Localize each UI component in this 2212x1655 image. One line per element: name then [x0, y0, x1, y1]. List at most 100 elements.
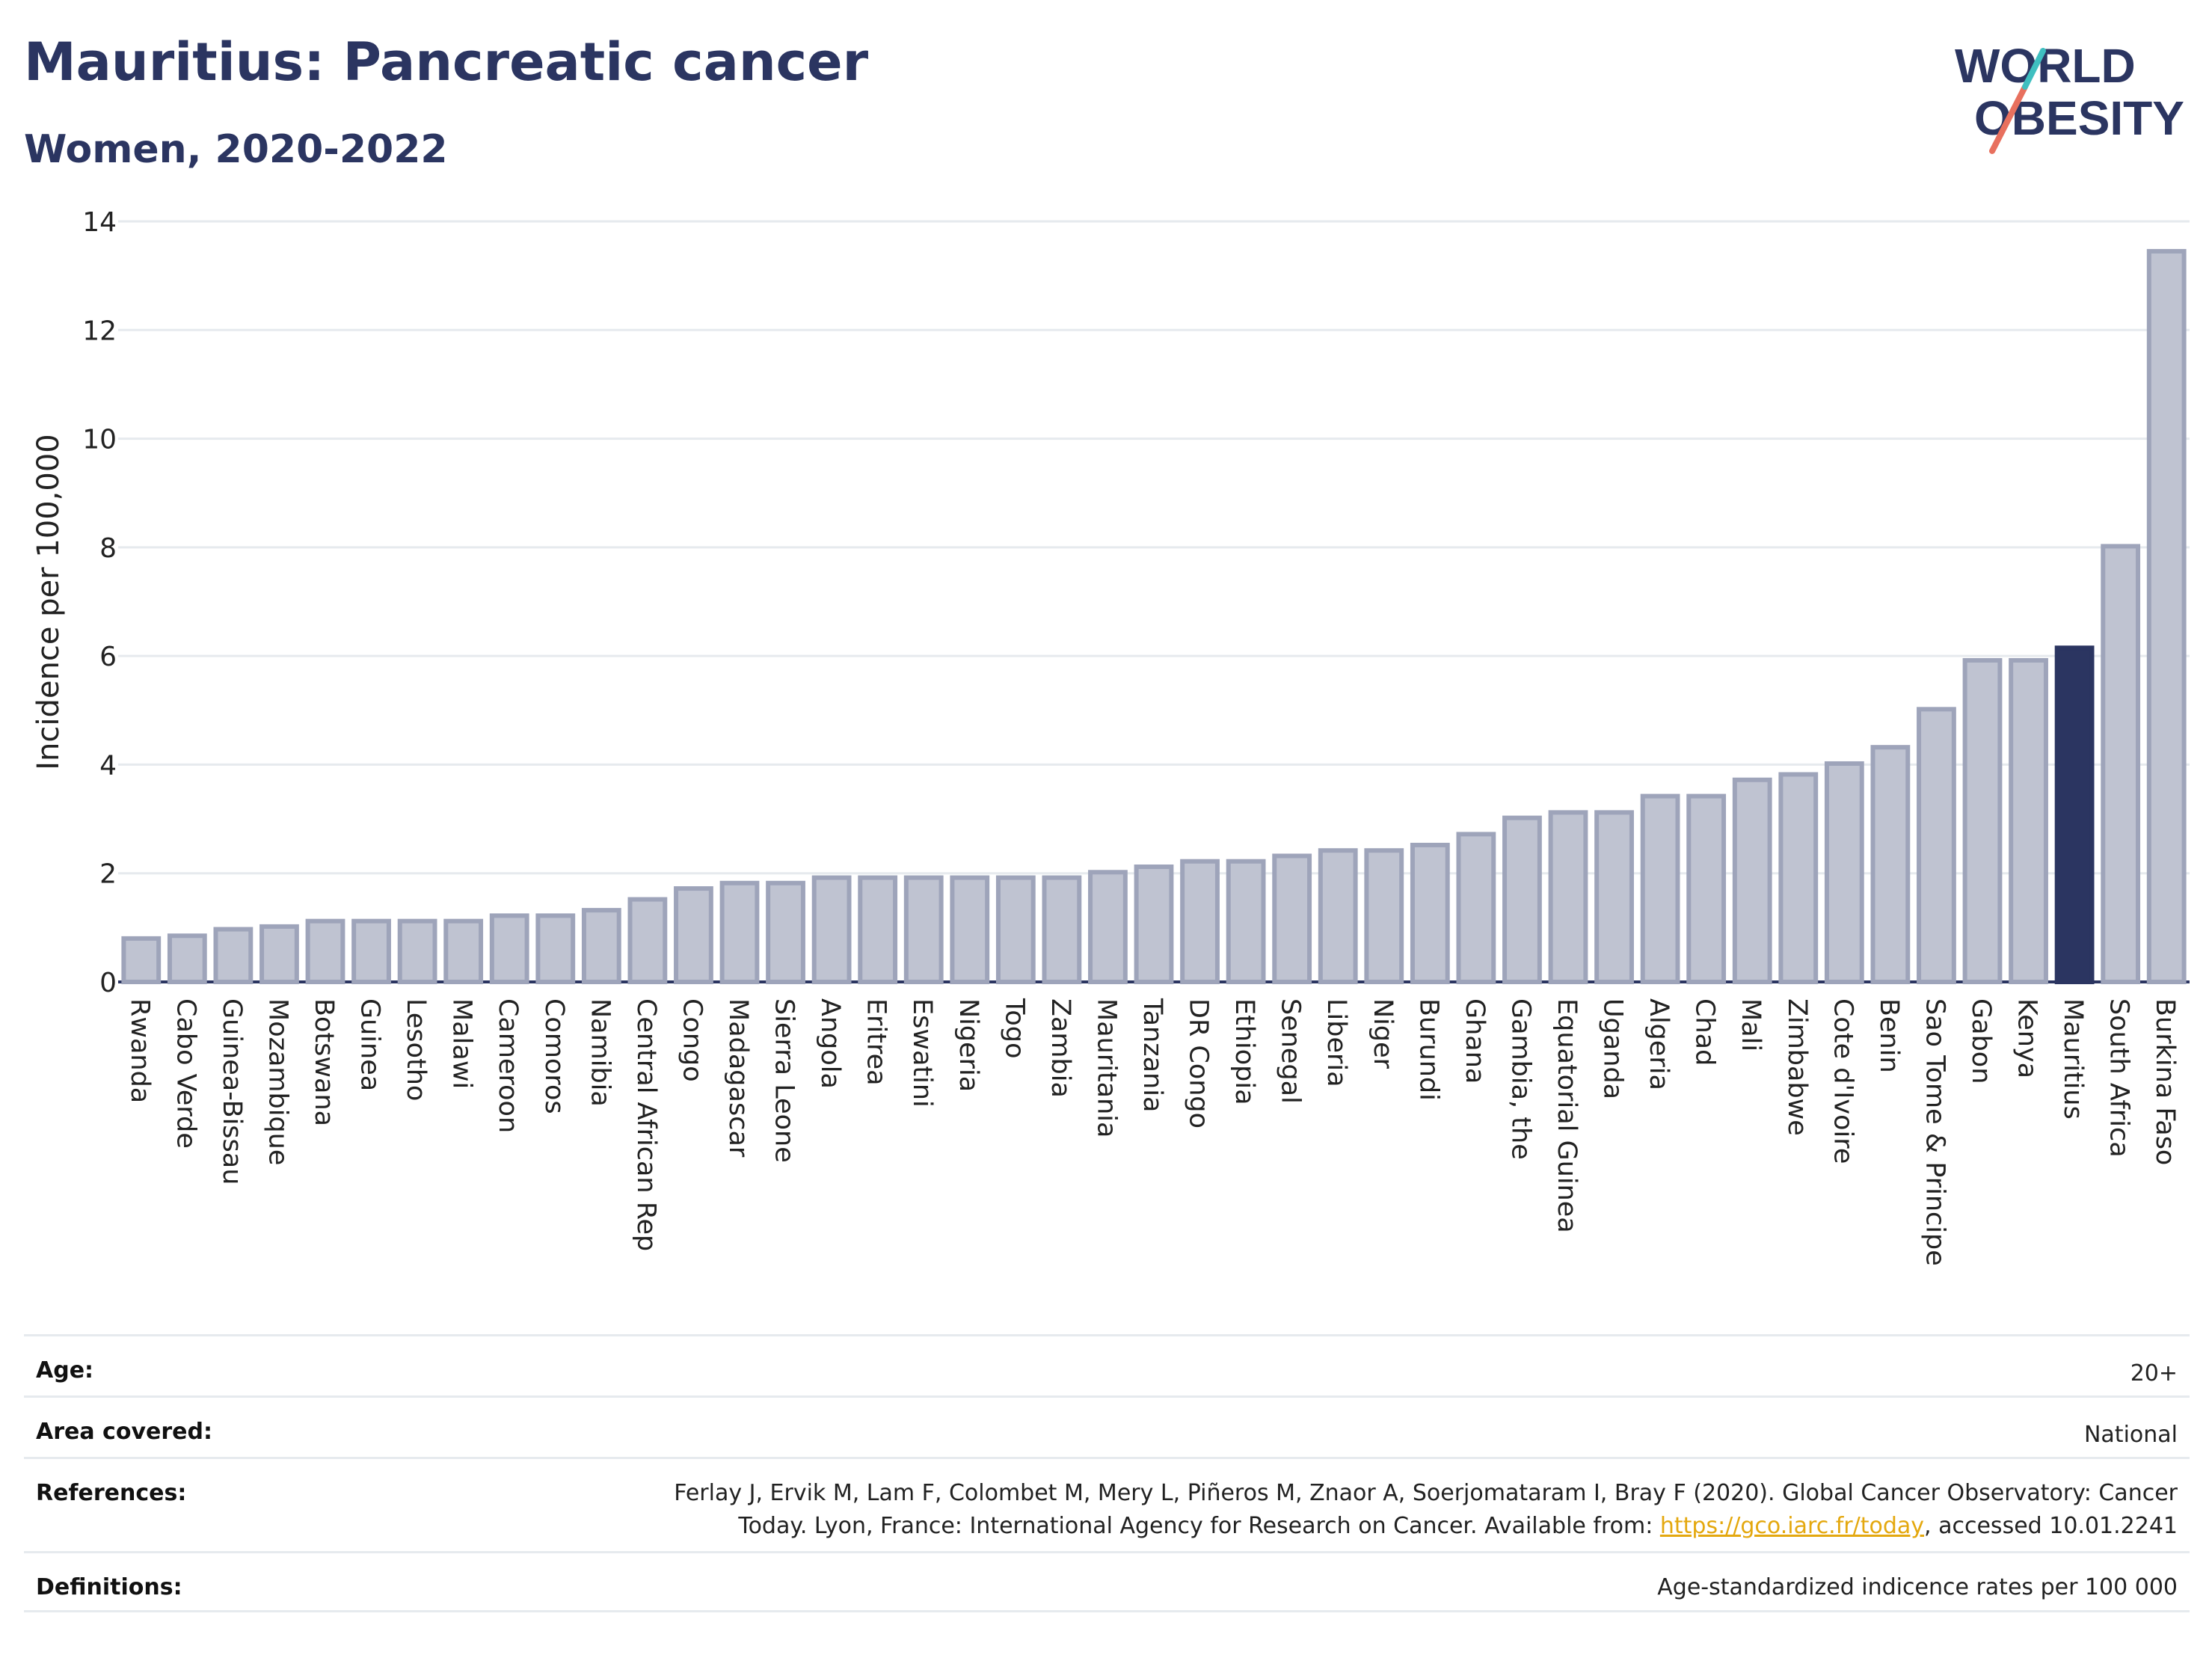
x-tick-label: Sierra Leone [769, 998, 799, 1163]
bar-sao-tome-principe [1917, 707, 1956, 985]
bar-togo [995, 875, 1036, 985]
x-tick-label: Senegal [1276, 998, 1306, 1104]
bar-malawi [443, 918, 484, 985]
bar-namibia [581, 908, 621, 985]
svg-text:WORLD: WORLD [1955, 39, 2136, 93]
x-tick-label: Burundi [1413, 998, 1443, 1101]
x-tick-label: Tanzania [1137, 998, 1167, 1112]
age-label: Age: [36, 1357, 94, 1384]
bar-south-africa [2101, 544, 2141, 984]
y-axis-label: Incidence per 100,000 [31, 434, 66, 770]
bar-central-african-rep [627, 897, 668, 985]
definitions-value: Age-standardized indicence rates per 100… [1657, 1574, 2178, 1600]
x-tick-label: Cote d'Ivoire [1828, 998, 1858, 1164]
references-line2: Today. Lyon, France: International Agenc… [738, 1513, 1660, 1539]
bar-algeria [1640, 793, 1680, 984]
bar-gambia-the [1502, 815, 1542, 984]
bar-rwanda [121, 936, 162, 985]
x-tick-label: Nigeria [953, 998, 983, 1092]
x-tick-label: Equatorial Guinea [1552, 998, 1582, 1233]
references-label: References: [36, 1480, 187, 1506]
bar-nigeria [950, 875, 990, 985]
x-tick-label: Eritrea [861, 998, 891, 1086]
bar-tanzania [1134, 864, 1174, 985]
x-tick-label: Mauritania [1091, 998, 1121, 1137]
x-tick-label: Mali [1736, 998, 1766, 1051]
bar-zambia [1042, 875, 1082, 985]
bar-sierra-leone [766, 880, 805, 985]
y-tick-label: 4 [99, 750, 117, 781]
x-tick-label: Ghana [1460, 998, 1490, 1084]
bar-cote-d-ivoire [1824, 761, 1864, 984]
bar-kenya [2009, 657, 2048, 984]
page-title: Mauritius: Pancreatic cancer [24, 31, 869, 93]
references-line2-end: , accessed 10.01.2241 [1924, 1513, 2178, 1539]
x-tick-label: Botswana [309, 998, 339, 1126]
x-tick-label: Burkina Faso [2150, 998, 2180, 1165]
x-tick-label: Lesotho [401, 998, 431, 1101]
y-tick-label: 6 [99, 642, 117, 672]
x-tick-label: Namibia [585, 998, 615, 1107]
bar-mali [1732, 777, 1772, 984]
bar-burundi [1410, 842, 1450, 984]
bar-uganda [1594, 810, 1634, 984]
x-tick-label: Malawi [447, 998, 477, 1089]
x-tick-label: Cameroon [493, 998, 523, 1133]
bar-zimbabwe [1778, 772, 1819, 984]
references-line1: Ferlay J, Ervik M, Lam F, Colombet M, Me… [674, 1480, 2178, 1506]
info-row-references: References: Ferlay J, Ervik M, Lam F, Co… [24, 1457, 2190, 1551]
bar-equatorial-guinea [1548, 810, 1588, 984]
bar-eswatini [903, 875, 944, 985]
x-tick-label: Mozambique [262, 998, 292, 1165]
y-tick-label: 8 [99, 533, 117, 564]
info-row-area: Area covered: National [24, 1395, 2190, 1457]
x-tick-label: Cabo Verde [170, 998, 200, 1149]
x-tick-label: Kenya [2012, 998, 2042, 1078]
area-label: Area covered: [36, 1419, 212, 1445]
x-tick-label: Guinea [355, 998, 385, 1091]
x-tick-label: Uganda [1598, 998, 1628, 1099]
bar-ghana [1456, 832, 1496, 984]
bar-gabon [1962, 657, 2003, 984]
x-tick-label: Zimbabwe [1782, 998, 1812, 1136]
bar-ethiopia [1226, 859, 1266, 985]
bar-chad [1686, 793, 1727, 984]
x-tick-label: Gambia, the [1505, 998, 1535, 1160]
bar-liberia [1318, 848, 1358, 985]
bar-mauritius [2054, 645, 2095, 984]
y-tick-label: 14 [82, 207, 117, 238]
x-tick-label: Madagascar [723, 998, 753, 1158]
bar-guinea [351, 918, 391, 985]
definitions-label: Definitions: [36, 1574, 182, 1600]
bar-chart: 0 2 4 6 8 10 12 14 Rwanda Cabo Verde Guinea-Bissa… [31, 207, 2190, 1266]
bar-burkina-faso [2146, 248, 2187, 985]
info-row-age: Age: 20+ [24, 1334, 2190, 1395]
x-tick-label: Gabon [1966, 998, 1996, 1084]
info-table: Age: 20+ Area covered: National Referenc… [24, 1334, 2190, 1612]
y-tick-label: 0 [99, 968, 117, 998]
bar-niger [1364, 848, 1404, 985]
x-tick-label: Eswatini [907, 998, 937, 1108]
y-tick-label: 10 [82, 425, 117, 455]
x-tick-label: Mauritius [2058, 998, 2088, 1120]
bar-cabo-verde [167, 933, 207, 984]
x-tick-label: Central African Rep [631, 998, 661, 1251]
x-tick-label: Chad [1690, 998, 1720, 1066]
x-tick-label: Angola [815, 998, 845, 1089]
x-tick-label: Sao Tome & Principe [1920, 998, 1950, 1266]
x-tick-label: Zambia [1045, 998, 1075, 1098]
bar-angola [811, 875, 852, 985]
bar-guinea-bissau [213, 927, 254, 984]
bar-mauritania [1088, 870, 1128, 985]
x-tick-label: Togo [999, 998, 1029, 1058]
bar-botswana [305, 918, 345, 985]
bar-cameroon [489, 913, 529, 985]
x-tick-label: Rwanda [125, 998, 155, 1103]
bar-lesotho [397, 918, 437, 985]
x-tick-label: Guinea-Bissau [217, 998, 247, 1185]
bar-eritrea [858, 875, 898, 985]
bar-mozambique [259, 924, 299, 985]
age-value: 20+ [2130, 1360, 2178, 1387]
bar-benin [1870, 745, 1911, 984]
references-link[interactable]: https://gco.iarc.fr/today [1659, 1513, 1925, 1539]
